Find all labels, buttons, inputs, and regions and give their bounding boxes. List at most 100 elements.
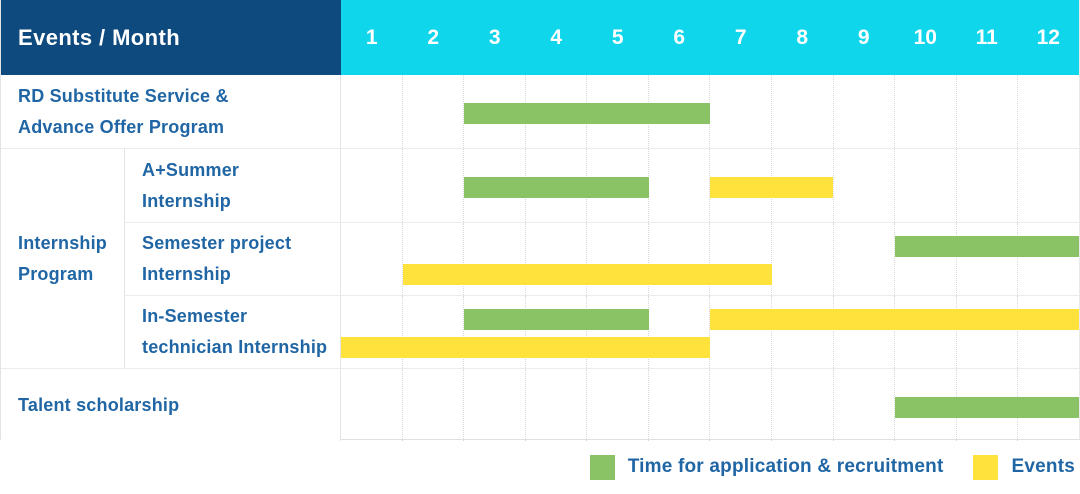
month-grid-cell xyxy=(647,223,710,295)
month-grid-cell xyxy=(341,75,402,148)
schedule-table: Events / Month 1 2 3 4 5 6 7 8 9 10 11 12 RD Substi… xyxy=(0,0,1080,441)
label-line: A+Summer xyxy=(142,159,240,180)
label-line: Talent scholarship xyxy=(18,394,180,415)
month-grid-cell xyxy=(1017,223,1079,295)
table-row: RD Substitute Service & Advance Offer Pro… xyxy=(1,75,1079,148)
gantt-row-canvas xyxy=(341,369,1079,441)
month-header-cell: 1 xyxy=(365,25,378,49)
label-line: Internship xyxy=(142,264,232,284)
month-grid-cell xyxy=(463,149,525,222)
month-grid-cell xyxy=(401,223,464,295)
month-grid-cell xyxy=(1017,149,1079,222)
month-grid-cell xyxy=(647,369,710,441)
gantt-bar-yellow xyxy=(710,309,1079,330)
label-line: Internship xyxy=(18,232,108,253)
gantt-row-canvas xyxy=(341,223,1079,295)
gantt-row-canvas xyxy=(341,149,1079,222)
label-line: Advance Offer Program xyxy=(18,116,225,137)
month-grid-cell xyxy=(709,223,771,295)
row-label-in-semester-technician: In-Semester technician Internship xyxy=(125,296,341,368)
month-grid-cell xyxy=(401,149,464,222)
month-grid-cell xyxy=(524,369,587,441)
month-grid-cell xyxy=(586,223,648,295)
month-grid-cell xyxy=(771,369,833,441)
events-month-header: Events / Month xyxy=(1,0,341,75)
month-grid-cell xyxy=(709,296,771,368)
month-grid-cell xyxy=(955,75,1018,148)
month-grid-cell xyxy=(1017,296,1079,368)
month-header-cell: 6 xyxy=(673,25,686,49)
legend-swatch-yellow xyxy=(973,454,999,480)
month-grid-cell xyxy=(771,223,833,295)
month-header-cell: 8 xyxy=(796,25,809,49)
gantt-bar-green xyxy=(464,309,649,330)
month-grid-cell xyxy=(709,369,771,441)
gantt-bar-yellow xyxy=(341,337,710,358)
month-grid-cell xyxy=(401,75,464,148)
month-grid-cell xyxy=(894,75,956,148)
gantt-row-canvas xyxy=(341,75,1079,148)
month-grid-cell xyxy=(463,75,525,148)
group-label-internship-program: Internship Program xyxy=(1,149,125,368)
chart-legend: Time for application & recruitment Events xyxy=(0,440,1080,494)
group-subrows: A+Summer Internship Semester project Inter… xyxy=(125,149,1079,368)
row-label-semester-project: Semester project Internship xyxy=(125,223,341,295)
month-header-cell: 10 xyxy=(913,25,937,49)
month-grid-cell xyxy=(832,296,895,368)
month-grid-cell xyxy=(341,369,402,441)
month-header-cell: 2 xyxy=(427,25,440,49)
row-label-rd-substitute: RD Substitute Service & Advance Offer Pro… xyxy=(1,75,341,148)
month-header-cell: 11 xyxy=(975,25,998,49)
month-grid-cell xyxy=(894,149,956,222)
label-line: technician Internship xyxy=(142,337,328,357)
month-header-cell: 9 xyxy=(857,25,870,49)
label-line: RD Substitute Service & xyxy=(18,85,229,106)
month-grid-cell xyxy=(463,369,525,441)
month-grid-cell xyxy=(1017,75,1079,148)
label-line: Program xyxy=(18,263,94,284)
label-line: Semester project xyxy=(142,233,292,253)
month-grid-cell xyxy=(709,75,771,148)
month-header-cell: 3 xyxy=(488,25,501,49)
table-row: Talent scholarship xyxy=(1,368,1079,441)
month-grid-cell xyxy=(647,296,710,368)
month-grid-cell xyxy=(832,75,895,148)
month-header-cell: 7 xyxy=(734,25,747,49)
month-grid-cell xyxy=(894,223,956,295)
month-grid-cell xyxy=(647,149,710,222)
row-label-talent-scholarship: Talent scholarship xyxy=(1,369,341,441)
gantt-bar-green xyxy=(464,103,710,124)
month-grid-cell xyxy=(709,149,771,222)
month-header-cell: 5 xyxy=(611,25,624,49)
month-grid-cell xyxy=(463,296,525,368)
table-row: In-Semester technician Internship xyxy=(125,295,1079,368)
month-grid-cell xyxy=(341,223,402,295)
month-header-strip: 1 2 3 4 5 6 7 8 9 10 11 12 xyxy=(341,0,1079,75)
month-grid-cell xyxy=(955,296,1018,368)
month-grid-cell xyxy=(771,75,833,148)
month-grid-cell xyxy=(524,296,587,368)
legend-label: Events xyxy=(1011,456,1075,477)
table-header-row: Events / Month 1 2 3 4 5 6 7 8 9 10 11 12 xyxy=(1,0,1079,75)
legend-label: Time for application & recruitment xyxy=(627,456,944,477)
internship-program-group: Internship Program A+Summer Internship Sem… xyxy=(1,148,1079,368)
month-grid-cell xyxy=(955,149,1018,222)
gantt-bar-yellow xyxy=(710,177,833,198)
table-row: Semester project Internship xyxy=(125,222,1079,295)
month-grid-cell xyxy=(955,223,1018,295)
label-line: Internship xyxy=(142,190,232,211)
gantt-bar-green xyxy=(894,236,1079,257)
row-label-a-plus-summer: A+Summer Internship xyxy=(125,149,341,222)
legend-item: Time for application & recruitment xyxy=(589,454,944,480)
month-grid-cell xyxy=(524,223,587,295)
gantt-bar-green xyxy=(464,177,649,198)
month-grid-cell xyxy=(586,296,648,368)
gantt-bar-yellow xyxy=(402,264,772,285)
table-body: RD Substitute Service & Advance Offer Pro… xyxy=(1,75,1079,441)
gantt-bar-green xyxy=(894,397,1079,418)
month-header-cell: 4 xyxy=(550,25,563,49)
legend-swatch-green xyxy=(589,454,615,480)
month-header-cell: 12 xyxy=(1036,25,1060,49)
gantt-row-canvas xyxy=(341,296,1079,368)
